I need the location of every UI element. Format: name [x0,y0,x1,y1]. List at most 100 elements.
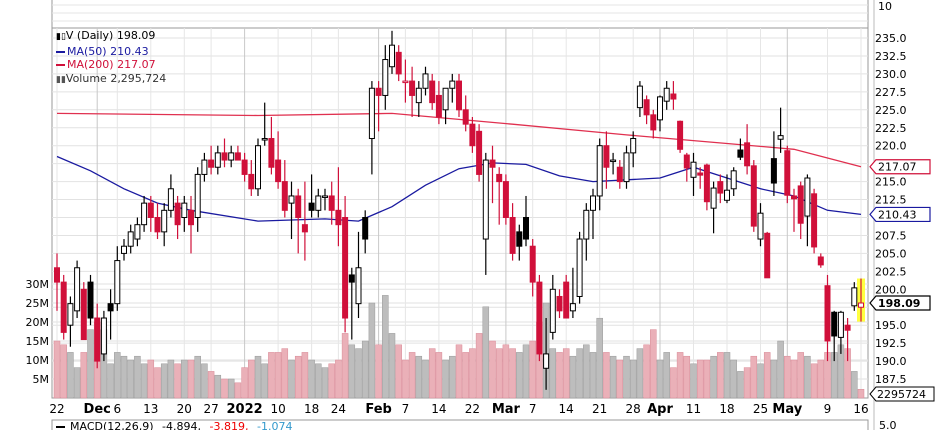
candle-body [576,238,583,297]
candle-body [489,159,496,168]
price-tick-label: 202.5 [875,265,907,278]
candle-body [583,209,590,240]
volume-bar [609,355,617,399]
volume-bar [650,329,657,399]
candle-body [389,44,395,68]
volume-bar [73,367,81,399]
candle-body [141,202,148,226]
volume-bar [348,344,356,399]
ma200-value-tag: 217.07 [878,161,917,174]
price-tick-label: 192.5 [875,337,907,350]
candle-body [301,224,308,233]
volume-bar [516,352,523,399]
volume-bar [730,359,737,399]
volume-bar [529,340,536,399]
candle-body [348,274,355,283]
candle-body [523,217,529,240]
date-tick-label: 22 [49,402,64,416]
volume-bar [361,340,369,399]
volume-bar [308,359,315,399]
volume-bar [241,367,248,399]
volume-bar [683,355,691,399]
date-tick-label: 24 [331,402,346,416]
candle-body [837,311,844,338]
candle-body [221,152,228,161]
macd-tick-label: 5.0 [879,419,897,430]
candle-body [509,217,516,254]
volume-bar [589,352,597,399]
volume-bar [301,352,309,399]
date-tick-label: 20 [177,402,192,416]
candle-body [415,87,422,104]
candle-body [703,164,710,203]
volume-bar [87,329,94,399]
volume-bar [134,355,141,399]
volume-bar [114,352,121,399]
candle-body [563,281,570,319]
close-value-tag-box [869,295,931,311]
candle-body [636,85,643,109]
line-swatch-icon [56,64,65,66]
volume-bar [368,302,376,399]
candle-body [757,212,764,240]
candle-body [469,123,476,147]
date-tick-label: 14 [559,402,574,416]
candle-body [536,281,543,355]
volume-bar [455,344,463,399]
candle-body [777,135,784,140]
line-swatch-icon [56,50,65,53]
volume-bar [408,352,416,399]
volume-bar [294,355,302,399]
candle-body [228,152,235,161]
candle-body [724,189,730,201]
date-tick-label: Apr [647,402,673,417]
chart-legend: ▮▯V (Daily) 198.09 MA(50) 210.43 MA(200)… [56,29,166,87]
candle-body [234,152,241,161]
candle-body [214,152,221,168]
date-tick-label: May [772,402,802,417]
volume-bar [656,359,664,399]
price-tick-label: 212.5 [875,194,907,207]
volume-bar [335,359,342,399]
candle-body [308,202,315,211]
volume-bar [643,344,650,399]
volume-bar [763,352,771,399]
date-tick-label: 22 [465,402,480,416]
volume-bar [790,359,798,399]
candle-body [114,260,121,305]
volume-bar [857,389,865,399]
candle-body [797,185,804,224]
volume-bar [67,352,74,399]
date-tick-label: 6 [113,402,121,416]
price-tick-label: 222.5 [875,122,907,135]
candle-body [174,202,181,226]
volume-bar [154,367,161,399]
candle-body [67,303,74,326]
volume-bar [435,352,443,399]
candle-body [268,138,275,168]
volume-bar [234,382,242,399]
volume-bar [174,363,181,399]
volume-bar [321,367,329,399]
ma50-line [56,155,862,222]
candle-body [241,159,248,175]
candle-body [80,288,87,341]
candle-body [804,177,811,217]
volume-bar [522,344,530,399]
volume-bar [402,359,409,399]
candle-body [60,281,67,333]
volume-bar [583,344,590,399]
legend-volume: ▮▮Volume 2,295,724 [56,71,167,85]
candle-body [623,152,630,183]
candle-body [335,209,342,226]
candle-body [770,158,777,184]
volume-bar [167,359,175,399]
candle-body [543,353,550,369]
volume-bar [355,348,362,399]
candle-body [74,267,81,312]
candle-body [328,195,335,211]
candle-body [449,80,456,89]
volume-tick-label: 30M [26,278,50,291]
candle-body [817,256,824,266]
